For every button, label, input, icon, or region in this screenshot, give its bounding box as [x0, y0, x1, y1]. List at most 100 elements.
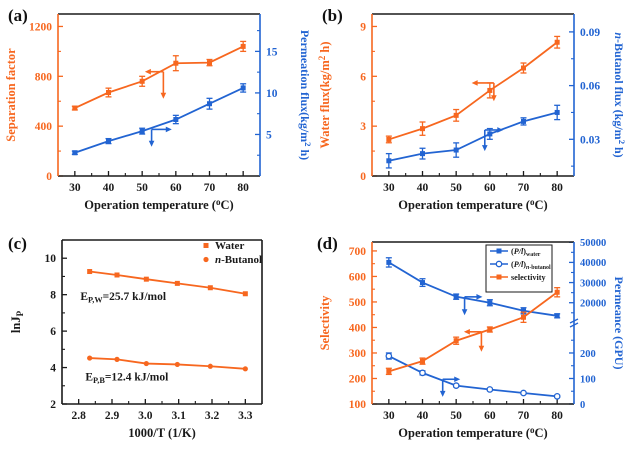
svg-text:50: 50: [136, 182, 148, 194]
svg-text:3.2: 3.2: [205, 410, 220, 422]
svg-text:30: 30: [69, 182, 81, 194]
a-x-axis: 30 40 50 60 70 80 Operation temperature (oC): [57, 171, 261, 212]
svg-text:100: 100: [580, 374, 596, 385]
svg-text:3.0: 3.0: [138, 410, 153, 422]
d-series-selectivity: [385, 287, 561, 376]
a-series-permeation-flux: [71, 83, 247, 156]
svg-text:0.06: 0.06: [580, 81, 600, 93]
b-y-right-axis: 0.03 0.06 0.09 n-Butanol flux (kg/m2 h): [569, 27, 627, 167]
svg-text:200: 200: [349, 373, 367, 385]
d-axis-arrow-2: [439, 376, 461, 397]
panel-c-label: (c): [8, 234, 27, 253]
a-y-right-axis: 5 10 15 Permeation flux(kg/m2 h): [255, 30, 313, 177]
svg-text:70: 70: [204, 182, 216, 194]
svg-text:(P/l)water: (P/l)water: [511, 247, 541, 258]
svg-text:300: 300: [349, 348, 367, 360]
svg-text:700: 700: [349, 246, 367, 258]
a-y-left-title: Separation factor: [4, 48, 18, 142]
svg-text:3.1: 3.1: [171, 410, 186, 422]
panel-b: (b) 30 40 50 60 70 80 Operation temperature (o…: [314, 0, 628, 228]
panel-a-plot: 30 40 50 60 70 80 Operation temperature (oC) 0 4…: [4, 13, 313, 212]
a-y-right-title: Permeation flux(kg/m2 h): [298, 30, 313, 160]
svg-text:50: 50: [450, 410, 462, 422]
svg-text:15: 15: [266, 46, 278, 58]
d-y-right-axis: 50000 40000 30000 20000 200 100 0 Permeance (GP…: [569, 238, 626, 411]
b-series-water-flux: [385, 35, 561, 144]
svg-text:60: 60: [170, 182, 182, 194]
svg-text:n-Butanol: n-Butanol: [215, 254, 262, 266]
svg-text:70: 70: [518, 182, 530, 194]
svg-text:50000: 50000: [580, 238, 606, 249]
svg-text:400: 400: [35, 121, 53, 133]
panel-a-label: (a): [8, 6, 28, 25]
svg-text:2.8: 2.8: [71, 410, 86, 422]
svg-text:0: 0: [46, 171, 52, 183]
panel-d-chart: 30 40 50 60 70 80 Operation temperature (oC) 10…: [318, 238, 626, 440]
d-x-axis-title: Operation temperature (oC): [398, 425, 547, 440]
svg-text:30000: 30000: [580, 278, 606, 289]
b-spines: [371, 13, 575, 177]
svg-text:1200: 1200: [29, 21, 52, 33]
c-series-n-butanol: [87, 355, 248, 372]
panel-d: (d) 30 40 50 60 70 80 Operation temperature (o…: [314, 228, 628, 456]
svg-text:Water: Water: [215, 240, 244, 252]
b-x-axis: 30 40 50 60 70 80 Operation temperature (oC): [371, 171, 575, 212]
svg-text:40: 40: [103, 182, 115, 194]
d-series-water-permeance: [385, 257, 561, 319]
b-y-left-title: Water flux(kg/m2 h): [317, 41, 332, 148]
svg-text:selectivity: selectivity: [511, 273, 546, 282]
panel-d-plot: 30 40 50 60 70 80 Operation temperature (oC) 10…: [318, 238, 626, 440]
a-axis-arrow-1: [148, 126, 172, 147]
svg-text:4: 4: [50, 363, 56, 375]
c-x-axis: 2.8 2.9 3.0 3.1 3.2 3.3 1000/T (1/K): [61, 399, 263, 440]
svg-text:70: 70: [518, 410, 530, 422]
svg-text:10: 10: [266, 88, 278, 100]
svg-text:0: 0: [580, 400, 585, 411]
panel-d-label: (d): [317, 234, 338, 253]
svg-text:40000: 40000: [580, 258, 606, 269]
c-y-left-axis: 2 4 6 8 10 lnJP: [9, 239, 67, 411]
svg-text:30: 30: [383, 410, 395, 422]
b-axis-arrow-0: [471, 80, 497, 102]
a-series-separation-factor: [71, 40, 247, 111]
svg-text:600: 600: [349, 271, 367, 283]
svg-text:5: 5: [266, 129, 272, 141]
d-y-right-title: Permeance (GPU): [612, 277, 626, 370]
d-y-left-axis: 100 200 300 400 500 600 700 Selectivity: [318, 246, 377, 411]
d-axis-arrow-0: [461, 294, 483, 316]
svg-text:50: 50: [450, 182, 462, 194]
d-series-n-butanol-permeance: [385, 352, 561, 400]
a-x-axis-title: Operation temperature (oC): [84, 197, 233, 212]
svg-text:8: 8: [50, 290, 56, 302]
svg-text:0.09: 0.09: [580, 27, 600, 39]
b-axis-arrow-1: [481, 127, 504, 152]
d-y-left-title: Selectivity: [318, 295, 332, 351]
panel-b-label: (b): [322, 6, 343, 25]
svg-text:500: 500: [349, 297, 367, 309]
svg-text:60: 60: [484, 410, 496, 422]
svg-text:80: 80: [551, 410, 563, 422]
panel-a-chart: 30 40 50 60 70 80 Operation temperature (oC) 0 4…: [4, 13, 313, 212]
svg-text:6: 6: [50, 326, 56, 338]
svg-text:80: 80: [237, 182, 249, 194]
svg-text:2: 2: [50, 399, 56, 411]
b-x-axis-title: Operation temperature (oC): [398, 197, 547, 212]
c-annotation-1: EP,B=12.4 kJ/mol: [85, 372, 168, 386]
b-y-left-axis: 0 3 6 9 Water flux(kg/m2 h): [317, 21, 377, 183]
svg-text:60: 60: [484, 182, 496, 194]
svg-text:30: 30: [383, 182, 395, 194]
d-x-axis: 30 40 50 60 70 80 Operation temperature (oC): [371, 399, 575, 440]
svg-text:2.9: 2.9: [105, 410, 120, 422]
c-annotation-0: EP,W=25.7 kJ/mol: [80, 291, 166, 305]
a-y-left-axis: 0 400 800 1200 Separation factor: [4, 21, 63, 183]
b-y-right-title: n-Butanol flux (kg/m2 h): [612, 32, 627, 157]
panel-a: (a) 30 40 50 60 70 80 Operation temperature (o…: [0, 0, 314, 228]
svg-text:6: 6: [360, 71, 366, 83]
svg-text:40: 40: [417, 182, 429, 194]
svg-text:800: 800: [35, 71, 53, 83]
panel-c-chart: 2.8 2.9 3.0 3.1 3.2 3.3 1000/T (1/K) 2 4 6 8 10 lnJP…: [9, 239, 263, 440]
c-y-left-title: lnJP: [9, 310, 25, 333]
c-spines: [61, 239, 263, 405]
